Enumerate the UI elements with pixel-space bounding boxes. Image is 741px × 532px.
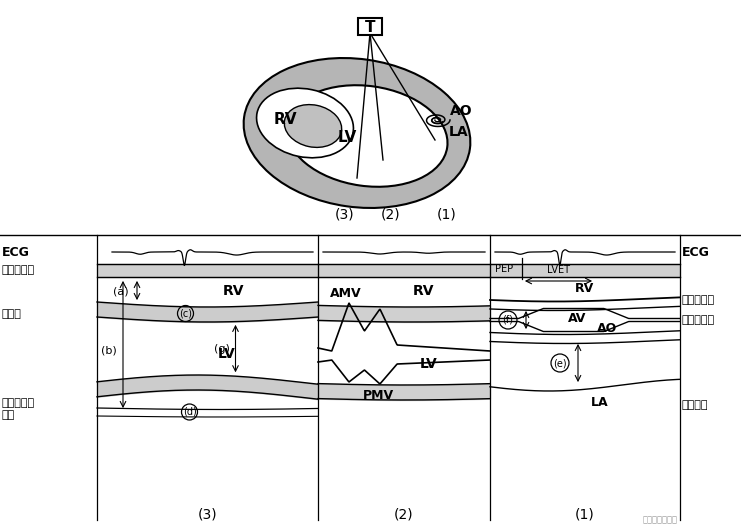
Text: 右室游离壁: 右室游离壁 (2, 265, 35, 276)
Text: RV: RV (575, 281, 594, 295)
Text: (1): (1) (437, 207, 457, 221)
Polygon shape (318, 264, 490, 277)
Text: ECG: ECG (682, 245, 710, 259)
Text: 主动脉后壁: 主动脉后壁 (682, 315, 715, 325)
Text: (a): (a) (113, 286, 129, 296)
Text: RV: RV (222, 284, 244, 298)
Text: 左室游离壁: 左室游离壁 (2, 398, 35, 409)
Text: 主动脉前壁: 主动脉前壁 (682, 295, 715, 305)
Ellipse shape (285, 105, 342, 147)
Polygon shape (490, 264, 680, 277)
Text: RV: RV (273, 112, 296, 128)
Text: (f): (f) (502, 315, 514, 325)
Text: LA: LA (449, 125, 468, 139)
Text: LA: LA (591, 396, 609, 410)
Text: (b): (b) (101, 345, 117, 355)
Text: PEP: PEP (495, 263, 513, 273)
Text: LV: LV (420, 356, 438, 370)
Text: PMV: PMV (363, 389, 394, 402)
Text: T: T (365, 20, 375, 35)
Text: LV: LV (337, 130, 356, 145)
Text: RV: RV (413, 284, 435, 298)
Text: (1): (1) (575, 508, 595, 522)
Text: (g): (g) (213, 344, 230, 354)
Text: (d): (d) (182, 407, 196, 417)
Ellipse shape (287, 85, 448, 187)
Text: ECG: ECG (2, 245, 30, 259)
Polygon shape (97, 264, 318, 277)
Text: AV: AV (568, 312, 586, 325)
Text: (2): (2) (381, 207, 401, 221)
Ellipse shape (244, 58, 471, 208)
Text: (c): (c) (179, 309, 192, 319)
Text: 湘妇幼麻醉住培: 湘妇幼麻醉住培 (642, 515, 677, 524)
Text: (3): (3) (335, 207, 355, 221)
Ellipse shape (256, 88, 353, 158)
Text: AMV: AMV (330, 287, 362, 300)
Text: LV: LV (218, 347, 235, 361)
Text: 室间隔: 室间隔 (2, 310, 22, 320)
Text: (3): (3) (198, 508, 217, 522)
FancyBboxPatch shape (358, 18, 382, 35)
Text: AO: AO (450, 104, 473, 118)
Text: (e): (e) (554, 358, 567, 368)
Text: AO: AO (597, 321, 617, 335)
Text: LVET: LVET (547, 265, 570, 275)
Text: (2): (2) (394, 508, 413, 522)
Text: 心包: 心包 (2, 411, 16, 420)
Text: 左房后壁: 左房后壁 (682, 400, 708, 410)
